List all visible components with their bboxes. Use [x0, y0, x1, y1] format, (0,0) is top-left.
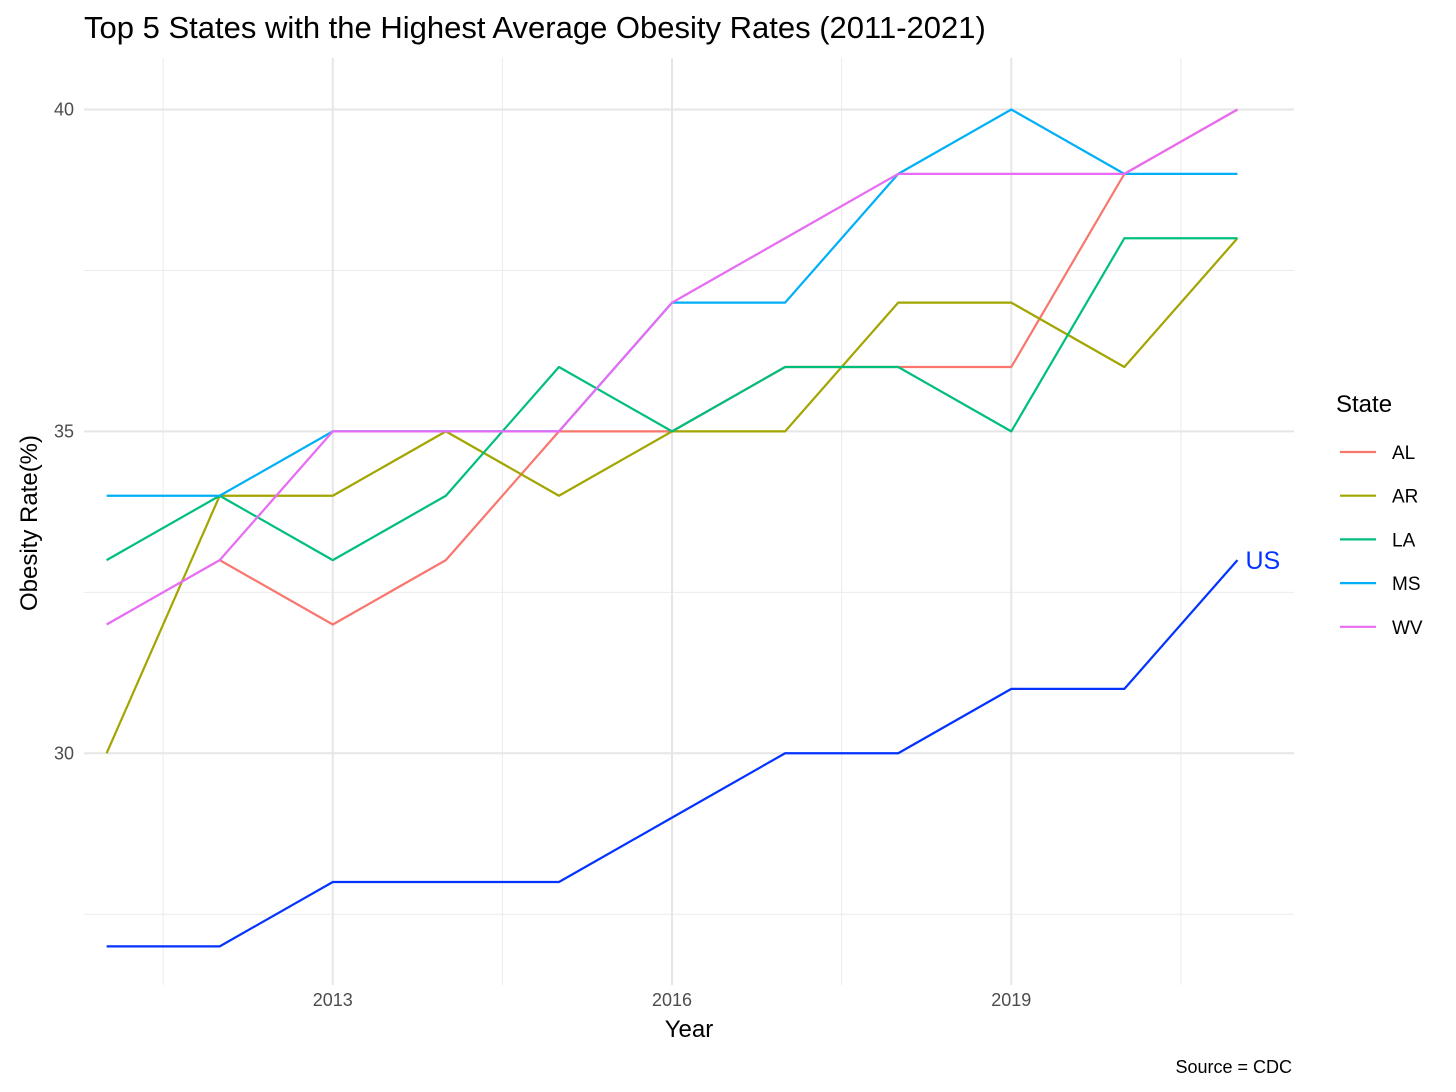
chart-title: Top 5 States with the Highest Average Ob… [84, 10, 986, 45]
series-line-la [106, 237, 1238, 562]
x-axis-tick-labels: 2013 2016 2019 [313, 990, 1032, 1010]
series-line-al [219, 108, 1239, 626]
us-series-label: US [1245, 547, 1280, 575]
y-tick-label: 40 [54, 100, 74, 120]
x-tick-label: 2016 [652, 990, 692, 1010]
series-lines: US [105, 108, 1280, 948]
y-axis-label: Obesity Rate(%) [16, 435, 43, 611]
legend-label-wv: WV [1392, 618, 1423, 639]
x-tick-label: 2019 [991, 990, 1031, 1010]
x-axis-label: Year [665, 1016, 714, 1043]
minor-gridlines [84, 58, 1294, 985]
legend: State AL AR LA MS WV [1336, 391, 1423, 639]
y-axis-tick-labels: 30 35 40 [54, 100, 74, 764]
legend-label-al: AL [1392, 443, 1415, 464]
legend-title: State [1336, 391, 1392, 418]
series-line-wv [106, 108, 1239, 626]
y-tick-label: 35 [54, 421, 74, 441]
major-gridlines [84, 58, 1294, 985]
y-tick-label: 30 [54, 743, 74, 763]
series-line-us [106, 559, 1239, 948]
legend-label-la: LA [1392, 530, 1416, 551]
source-caption: Source = CDC [1175, 1057, 1292, 1077]
legend-label-ms: MS [1392, 574, 1421, 595]
x-tick-label: 2013 [313, 990, 353, 1010]
legend-label-ar: AR [1392, 487, 1418, 508]
